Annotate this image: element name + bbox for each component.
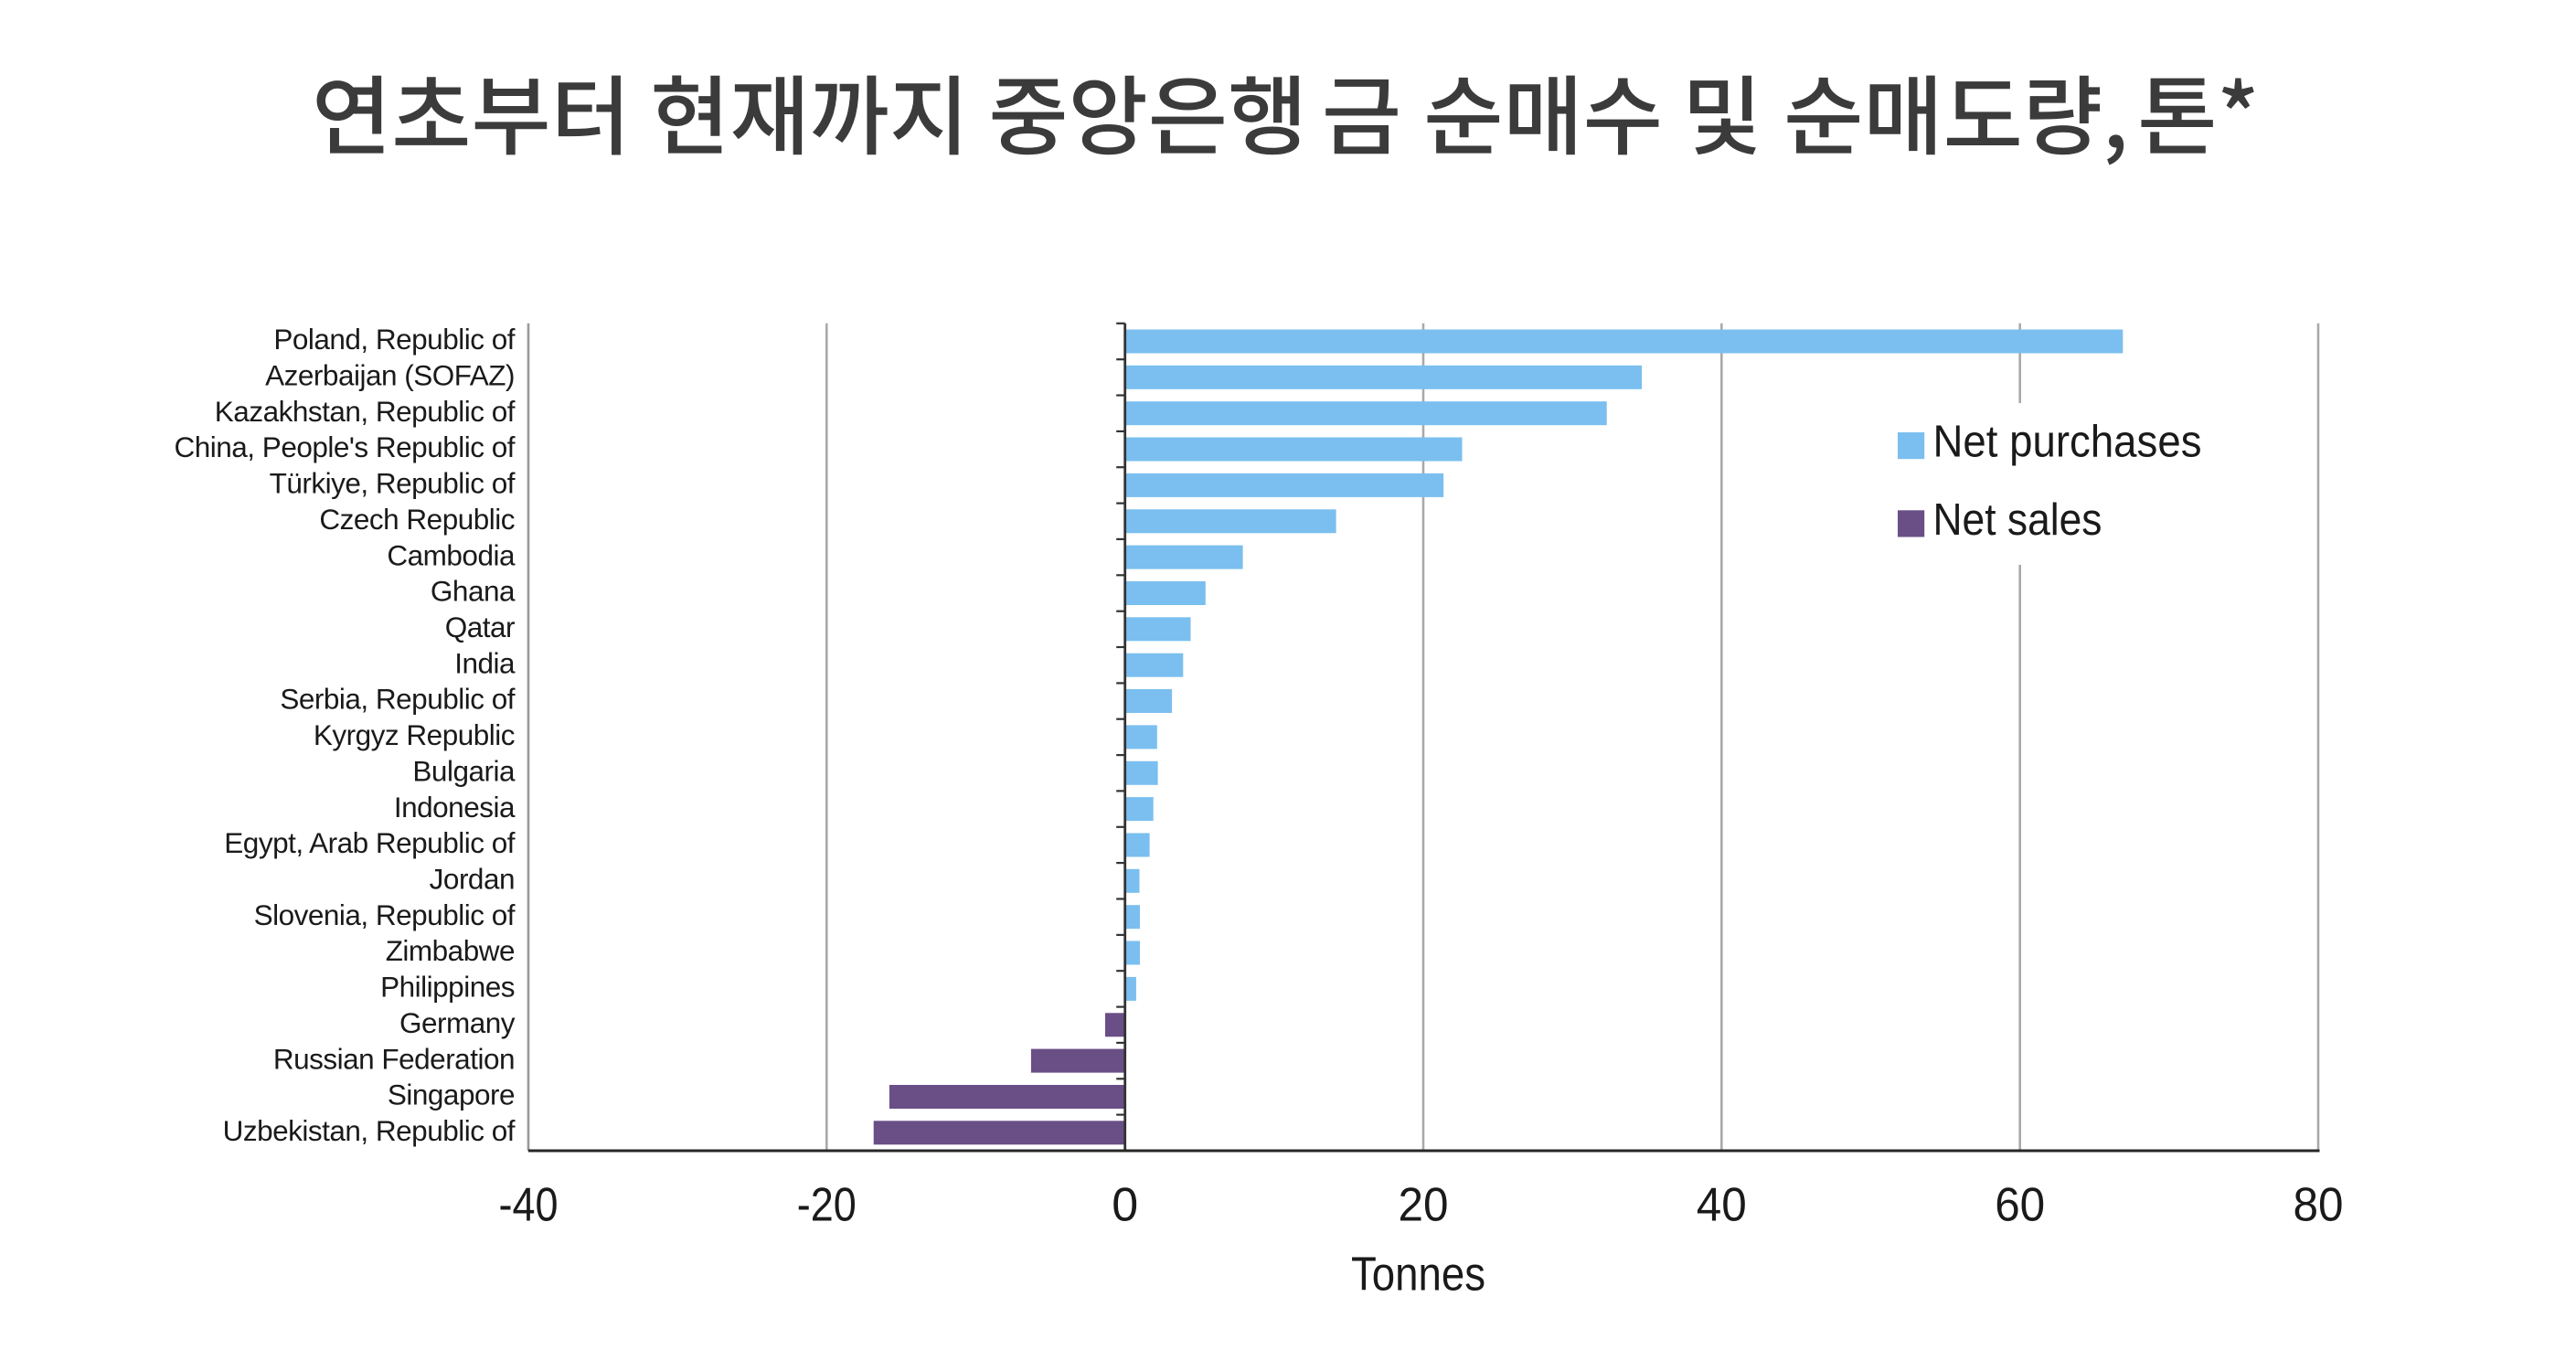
svg-text:Germany: Germany [399, 1006, 516, 1039]
svg-text:Qatar: Qatar [445, 611, 515, 643]
svg-text:Slovenia, Republic of: Slovenia, Republic of [254, 898, 516, 931]
svg-text:-20: -20 [797, 1179, 857, 1232]
svg-text:Poland, Republic of: Poland, Republic of [273, 323, 515, 356]
svg-text:Kyrgyz Republic: Kyrgyz Republic [314, 718, 515, 751]
svg-text:Tonnes: Tonnes [1351, 1249, 1485, 1302]
svg-text:40: 40 [1697, 1179, 1747, 1232]
svg-text:Czech Republic: Czech Republic [319, 503, 515, 536]
svg-text:China, People's Republic of: China, People's Republic of [175, 430, 516, 463]
svg-text:Russian Federation: Russian Federation [273, 1042, 515, 1075]
svg-text:Philippines: Philippines [380, 971, 515, 1004]
svg-text:60: 60 [1995, 1179, 2045, 1232]
svg-text:Singapore: Singapore [388, 1079, 515, 1111]
svg-text:Net purchases: Net purchases [1933, 417, 2202, 467]
svg-text:Serbia, Republic of: Serbia, Republic of [280, 683, 515, 716]
svg-text:0: 0 [1112, 1179, 1138, 1232]
svg-text:India: India [454, 646, 516, 679]
svg-text:Jordan: Jordan [430, 863, 515, 896]
svg-text:Zimbabwe: Zimbabwe [386, 934, 515, 967]
svg-text:-40: -40 [499, 1179, 559, 1232]
svg-text:Ghana: Ghana [431, 575, 516, 608]
svg-text:Indonesia: Indonesia [394, 791, 516, 824]
svg-text:Uzbekistan, Republic of: Uzbekistan, Republic of [223, 1114, 516, 1147]
svg-text:Cambodia: Cambodia [387, 538, 516, 571]
svg-text:Türkiye, Republic of: Türkiye, Republic of [270, 467, 516, 500]
svg-text:Kazakhstan, Republic of: Kazakhstan, Republic of [215, 395, 516, 428]
svg-text:Azerbaijan (SOFAZ): Azerbaijan (SOFAZ) [265, 359, 515, 392]
svg-text:Egypt, Arab Republic of: Egypt, Arab Republic of [224, 826, 515, 859]
svg-text:Bulgaria: Bulgaria [412, 755, 516, 788]
svg-text:80: 80 [2294, 1179, 2344, 1232]
svg-text:Net sales: Net sales [1933, 494, 2102, 545]
svg-text:20: 20 [1399, 1179, 1449, 1232]
